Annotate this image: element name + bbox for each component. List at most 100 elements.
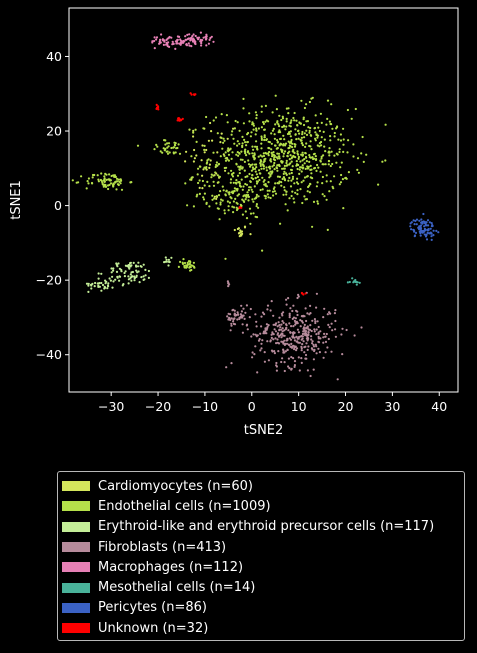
- data-point: [153, 36, 156, 39]
- data-point: [136, 144, 140, 147]
- data-point: [189, 39, 192, 42]
- data-point: [97, 178, 100, 181]
- data-point: [305, 103, 308, 106]
- data-point: [226, 158, 229, 161]
- data-point: [281, 125, 284, 129]
- data-point: [244, 210, 247, 213]
- data-point: [100, 179, 103, 182]
- data-point: [233, 142, 236, 145]
- data-point: [292, 332, 295, 336]
- data-point: [277, 152, 281, 155]
- data-point: [243, 225, 247, 228]
- data-point: [230, 197, 233, 200]
- data-point: [294, 323, 297, 326]
- data-point: [237, 193, 241, 196]
- data-point: [284, 350, 287, 353]
- data-point: [105, 178, 108, 181]
- data-point: [280, 143, 283, 146]
- data-point: [412, 219, 415, 222]
- data-point: [259, 164, 262, 167]
- data-point: [430, 222, 433, 225]
- data-point: [311, 156, 314, 159]
- data-point: [301, 130, 304, 134]
- data-point: [232, 200, 235, 203]
- data-point: [75, 181, 78, 184]
- data-point: [300, 139, 303, 142]
- data-point: [272, 194, 275, 197]
- data-point: [253, 163, 257, 166]
- data-point: [299, 319, 302, 322]
- data-point: [267, 172, 270, 175]
- data-point: [218, 218, 221, 221]
- data-point: [203, 148, 206, 151]
- data-point: [290, 171, 293, 175]
- data-point: [315, 333, 318, 336]
- data-point: [134, 264, 138, 267]
- data-point: [255, 173, 258, 176]
- data-point: [216, 132, 219, 135]
- data-point: [226, 200, 229, 203]
- data-point: [315, 169, 318, 172]
- data-point: [409, 225, 412, 228]
- data-point: [167, 145, 170, 148]
- data-point: [282, 321, 285, 324]
- data-point: [288, 172, 291, 175]
- data-point: [287, 297, 290, 300]
- data-point: [278, 175, 281, 178]
- data-point: [276, 182, 279, 185]
- data-point: [276, 121, 279, 124]
- data-point: [247, 199, 250, 202]
- data-point: [266, 189, 269, 192]
- data-point: [263, 360, 266, 363]
- data-point: [127, 275, 130, 278]
- data-point: [301, 144, 304, 147]
- data-point: [296, 296, 299, 300]
- data-point: [232, 137, 235, 140]
- data-point: [192, 129, 195, 132]
- data-point: [330, 123, 333, 126]
- data-point: [190, 93, 193, 96]
- data-point: [278, 328, 281, 331]
- data-point: [346, 108, 349, 112]
- data-point: [297, 341, 300, 344]
- data-point: [315, 292, 318, 295]
- data-point: [289, 307, 292, 310]
- data-point: [287, 140, 290, 143]
- data-point: [192, 205, 195, 208]
- data-point: [188, 33, 191, 36]
- data-point: [242, 107, 245, 110]
- data-point: [297, 293, 300, 296]
- data-point: [232, 206, 236, 209]
- data-point: [325, 198, 328, 201]
- data-point: [316, 163, 319, 167]
- data-point: [296, 150, 299, 153]
- data-point: [340, 161, 343, 164]
- data-point: [330, 150, 333, 153]
- data-point: [273, 352, 276, 355]
- data-point: [110, 267, 113, 270]
- data-point: [329, 164, 332, 168]
- data-point: [238, 182, 241, 185]
- data-point: [330, 322, 333, 325]
- data-point: [276, 139, 279, 142]
- data-point: [293, 143, 296, 146]
- data-point: [157, 105, 160, 108]
- legend-label: Cardiomyocytes (n=60): [98, 478, 253, 494]
- data-point: [282, 334, 285, 337]
- data-point: [232, 211, 235, 214]
- data-point: [313, 328, 316, 331]
- data-point: [231, 172, 234, 176]
- data-point: [334, 319, 337, 323]
- legend-swatch: [62, 542, 90, 553]
- data-point: [201, 179, 204, 183]
- data-point: [289, 145, 292, 148]
- legend-swatch: [62, 602, 90, 613]
- data-point: [227, 147, 230, 150]
- data-point: [288, 322, 291, 325]
- data-point: [205, 37, 208, 40]
- data-point: [98, 285, 101, 288]
- data-point: [217, 181, 220, 184]
- data-point: [293, 336, 296, 339]
- data-point: [93, 285, 96, 288]
- data-point: [288, 367, 291, 370]
